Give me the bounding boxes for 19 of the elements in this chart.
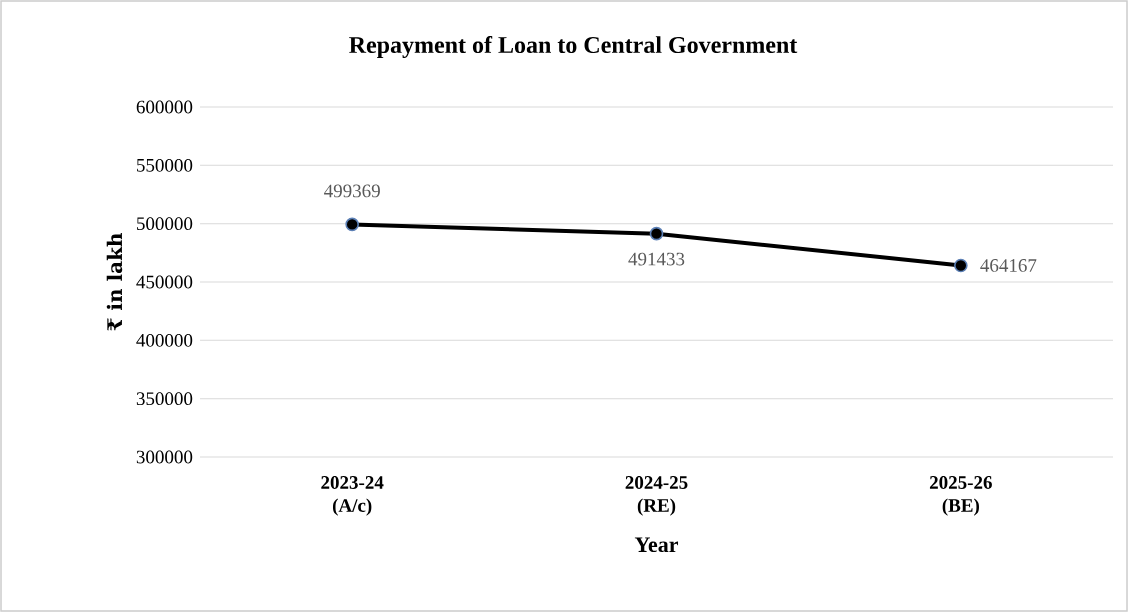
y-tick-label: 400000 <box>136 333 193 347</box>
y-tick-label: 500000 <box>137 217 193 231</box>
y-axis-title: ₹ in lakh <box>106 232 123 331</box>
y-tick-label: 300000 <box>136 450 193 464</box>
x-axis-title: Year <box>634 537 679 553</box>
data-label: 464167 <box>980 259 1037 272</box>
point <box>649 226 664 241</box>
y-tick-label: 600000 <box>136 100 193 114</box>
x-tick-label: 2024-25 (RE) <box>625 476 688 516</box>
point <box>345 217 359 232</box>
x-tick-label: 2025-26 (BE) <box>929 476 992 516</box>
y-tick-label: 350000 <box>136 392 193 406</box>
point <box>954 258 968 273</box>
data-label: 491433 <box>628 252 685 266</box>
y-tick-label: 550000 <box>137 158 193 172</box>
data-label: 499369 <box>324 184 380 198</box>
y-tick-label: 450000 <box>136 275 193 289</box>
chart-title: Repayment of Loan to Central Government <box>349 35 798 59</box>
x-tick-label: 2023-24 (A/c) <box>321 476 384 516</box>
